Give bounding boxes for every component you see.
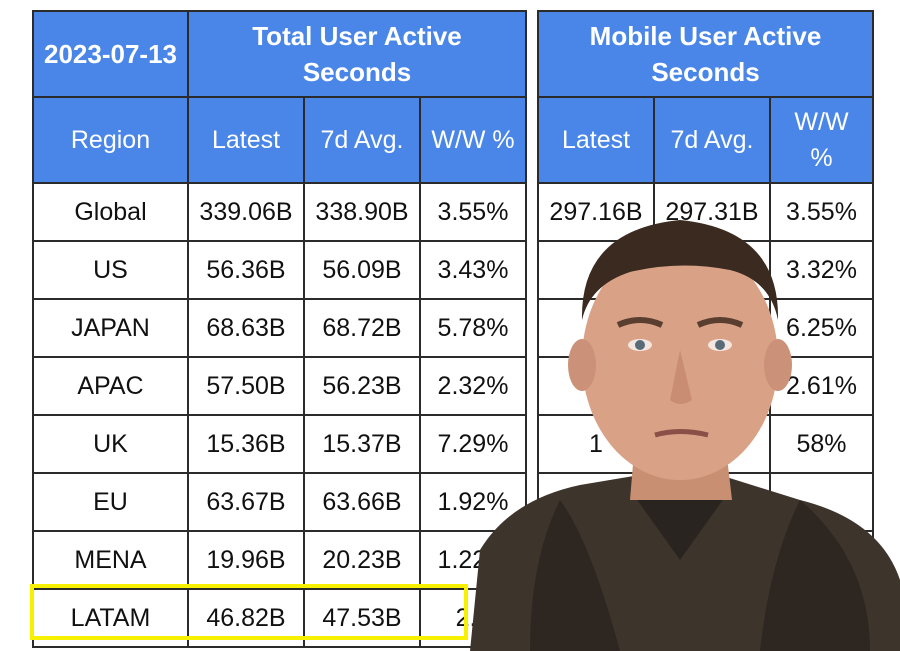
table-row: US 56.36B 56.09B 3.43%	[32, 240, 527, 300]
table-row: JAPAN 68.63B 68.72B 5.78%	[32, 298, 527, 358]
total-avg-cell: 15.37B	[303, 414, 421, 474]
table-row: Global 339.06B 338.90B 3.55%	[32, 182, 527, 242]
total-latest-cell: 15.36B	[187, 414, 305, 474]
total-group-label: Total User Active Seconds	[252, 21, 462, 87]
total-latest-cell: 19.96B	[187, 530, 305, 590]
mobile-avg-header: 7d Avg.	[653, 96, 771, 184]
table-row: APAC 57.50B 56.23B 2.32%	[32, 356, 527, 416]
total-latest-cell: 339.06B	[187, 182, 305, 242]
total-avg-cell: 68.72B	[303, 298, 421, 358]
region-cell: APAC	[32, 356, 189, 416]
mobile-ww-cell: 58%	[769, 414, 874, 474]
region-cell: UK	[32, 414, 189, 474]
total-latest-cell: 57.50B	[187, 356, 305, 416]
region-cell: LATAM	[32, 588, 189, 648]
mobile-group-header: Mobile User Active Seconds	[537, 10, 874, 98]
total-avg-cell: 338.90B	[303, 182, 421, 242]
region-cell: JAPAN	[32, 298, 189, 358]
mobile-ww-header: W/W %	[769, 96, 874, 184]
total-latest-header: Latest	[187, 96, 305, 184]
mobile-ww-label: W/W %	[794, 108, 849, 172]
total-avg-cell: 56.09B	[303, 240, 421, 300]
total-latest-cell: 68.63B	[187, 298, 305, 358]
mobile-latest-header: Latest	[537, 96, 655, 184]
table-row: EU 63.67B 63.66B 1.92%	[32, 472, 527, 532]
region-cell: MENA	[32, 530, 189, 590]
total-avg-cell: 47.53B	[303, 588, 421, 648]
person-photo	[470, 220, 900, 651]
table-row: MENA 19.96B 20.23B 1.22%	[32, 530, 527, 590]
total-ww-cell: 3.55%	[419, 182, 527, 242]
mobile-ww-cell: 3.32%	[769, 240, 874, 300]
table-row: LATAM 46.82B 47.53B 2.3	[32, 588, 527, 648]
total-latest-cell: 63.67B	[187, 472, 305, 532]
total-avg-header: 7d Avg.	[303, 96, 421, 184]
total-ww-cell: 3.43%	[419, 240, 527, 300]
total-ww-cell: 2.32%	[419, 356, 527, 416]
total-latest-cell: 56.36B	[187, 240, 305, 300]
total-latest-cell: 46.82B	[187, 588, 305, 648]
total-avg-cell: 56.23B	[303, 356, 421, 416]
mobile-ww-cell: 3.55%	[769, 182, 874, 242]
total-group-header: Total User Active Seconds	[187, 10, 527, 98]
table-row: UK 15.36B 15.37B 7.29%	[32, 414, 527, 474]
total-ww-cell: 7.29%	[419, 414, 527, 474]
total-avg-cell: 20.23B	[303, 530, 421, 590]
region-cell: EU	[32, 472, 189, 532]
total-ww-header: W/W %	[419, 96, 527, 184]
region-column-header: Region	[32, 96, 189, 184]
mobile-group-label: Mobile User Active Seconds	[589, 21, 822, 87]
region-cell: Global	[32, 182, 189, 242]
region-cell: US	[32, 240, 189, 300]
total-avg-cell: 63.66B	[303, 472, 421, 532]
date-header: 2023-07-13	[32, 10, 189, 98]
total-active-seconds-table: 2023-07-13 Total User Active Seconds Reg…	[32, 10, 527, 648]
total-ww-cell: 5.78%	[419, 298, 527, 358]
